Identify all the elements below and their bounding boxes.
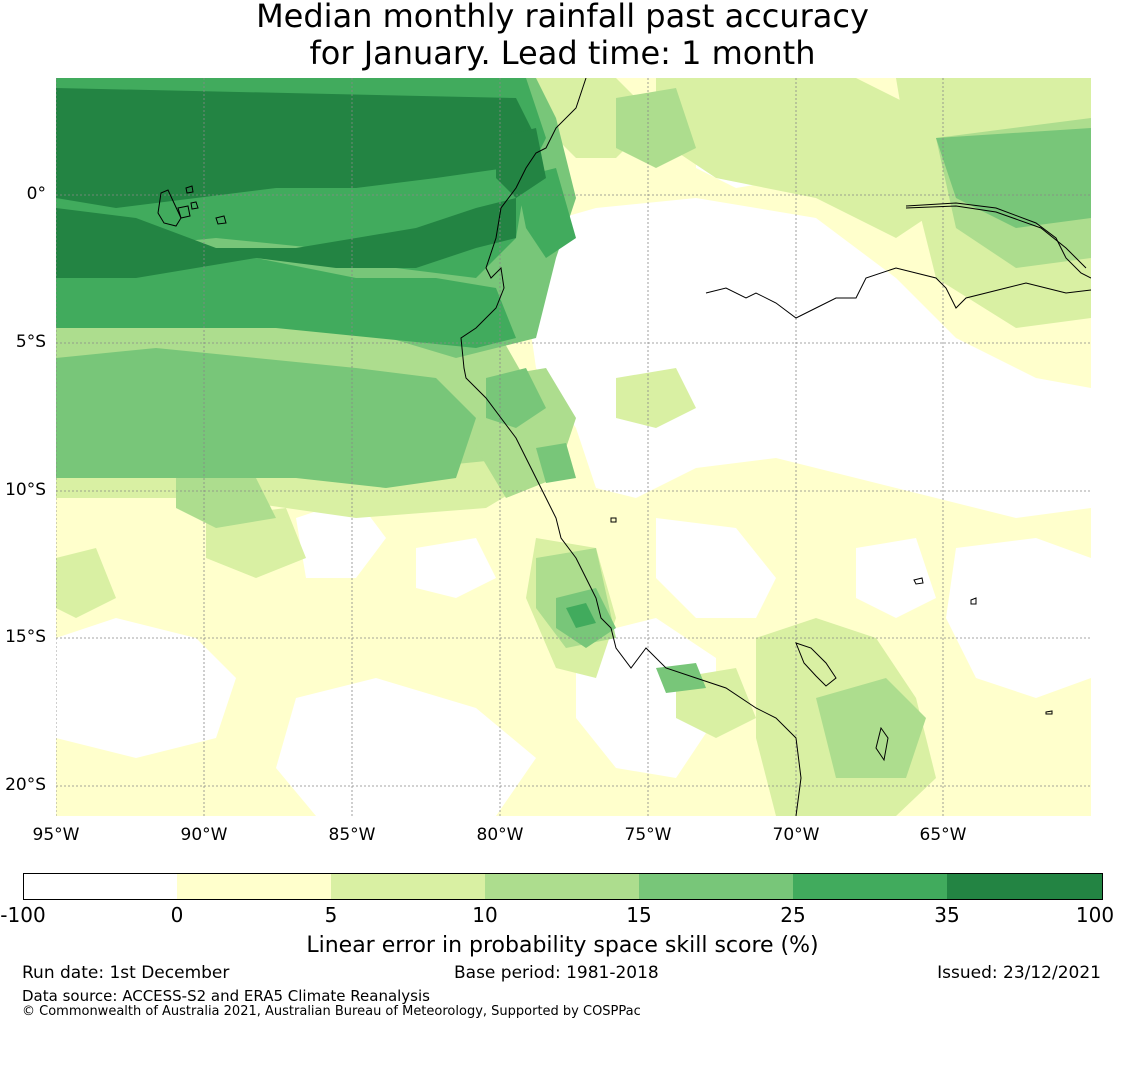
colorbar — [23, 873, 1103, 900]
lon-label-85w: 85°W — [328, 825, 376, 845]
lon-label-95w: 95°W — [32, 825, 80, 845]
lat-label-10s: 10°S — [5, 480, 46, 500]
copyright-notice: © Commonwealth of Australia 2021, Austra… — [22, 1004, 641, 1019]
lat-label-5s: 5°S — [15, 332, 46, 352]
colorbar-label: Linear error in probability space skill … — [306, 933, 819, 958]
colorbar-tick-35: 35 — [934, 903, 960, 927]
colorbar-tick-0: 0 — [170, 903, 184, 927]
skill-score-map — [56, 78, 1091, 816]
colorbar-tick-5: 5 — [324, 903, 338, 927]
colorbar-outline — [23, 873, 1103, 900]
skill-level-35-100 — [56, 88, 546, 278]
lake-titicaca — [610, 517, 1053, 762]
colorbar-segment-2 — [177, 873, 331, 900]
colorbar-segment-7 — [947, 873, 1103, 900]
colorbar-tick-100: 100 — [1075, 903, 1115, 927]
lon-label-90w: 90°W — [180, 825, 228, 845]
coastline — [460, 78, 802, 816]
colorbar-segment-5 — [639, 873, 793, 900]
colorbar-segment-6 — [793, 873, 947, 900]
run-date: Run date: 1st December — [22, 963, 230, 983]
lat-label-15s: 15°S — [5, 627, 46, 647]
amazon-tributary — [905, 202, 1091, 279]
colorbar-segment-4 — [485, 873, 639, 900]
galapagos-islands — [157, 185, 227, 227]
map-title-line-1: Median monthly rainfall past accuracy — [256, 0, 869, 35]
colorbar-segment-1 — [23, 873, 177, 900]
base-period: Base period: 1981-2018 — [454, 963, 659, 983]
map-gridlines — [56, 78, 1091, 816]
issued-date: Issued: 23/12/2021 — [937, 963, 1101, 983]
colorbar-tick-10: 10 — [472, 903, 498, 927]
lon-label-65w: 65°W — [919, 825, 967, 845]
lat-label-0: 0° — [26, 184, 46, 204]
colorbar-tick-15: 15 — [626, 903, 652, 927]
lon-label-70w: 70°W — [772, 825, 820, 845]
colorbar-segment-3 — [331, 873, 485, 900]
amazon-river — [705, 267, 1091, 319]
lon-label-75w: 75°W — [624, 825, 672, 845]
colorbar-tick-25: 25 — [780, 903, 806, 927]
lon-label-80w: 80°W — [476, 825, 524, 845]
colorbar-tick-neg100: -100 — [0, 903, 46, 927]
map-title-line-2: for January. Lead time: 1 month — [309, 34, 816, 72]
data-source: Data source: ACCESS-S2 and ERA5 Climate … — [22, 987, 430, 1005]
lat-label-20s: 20°S — [5, 775, 46, 795]
